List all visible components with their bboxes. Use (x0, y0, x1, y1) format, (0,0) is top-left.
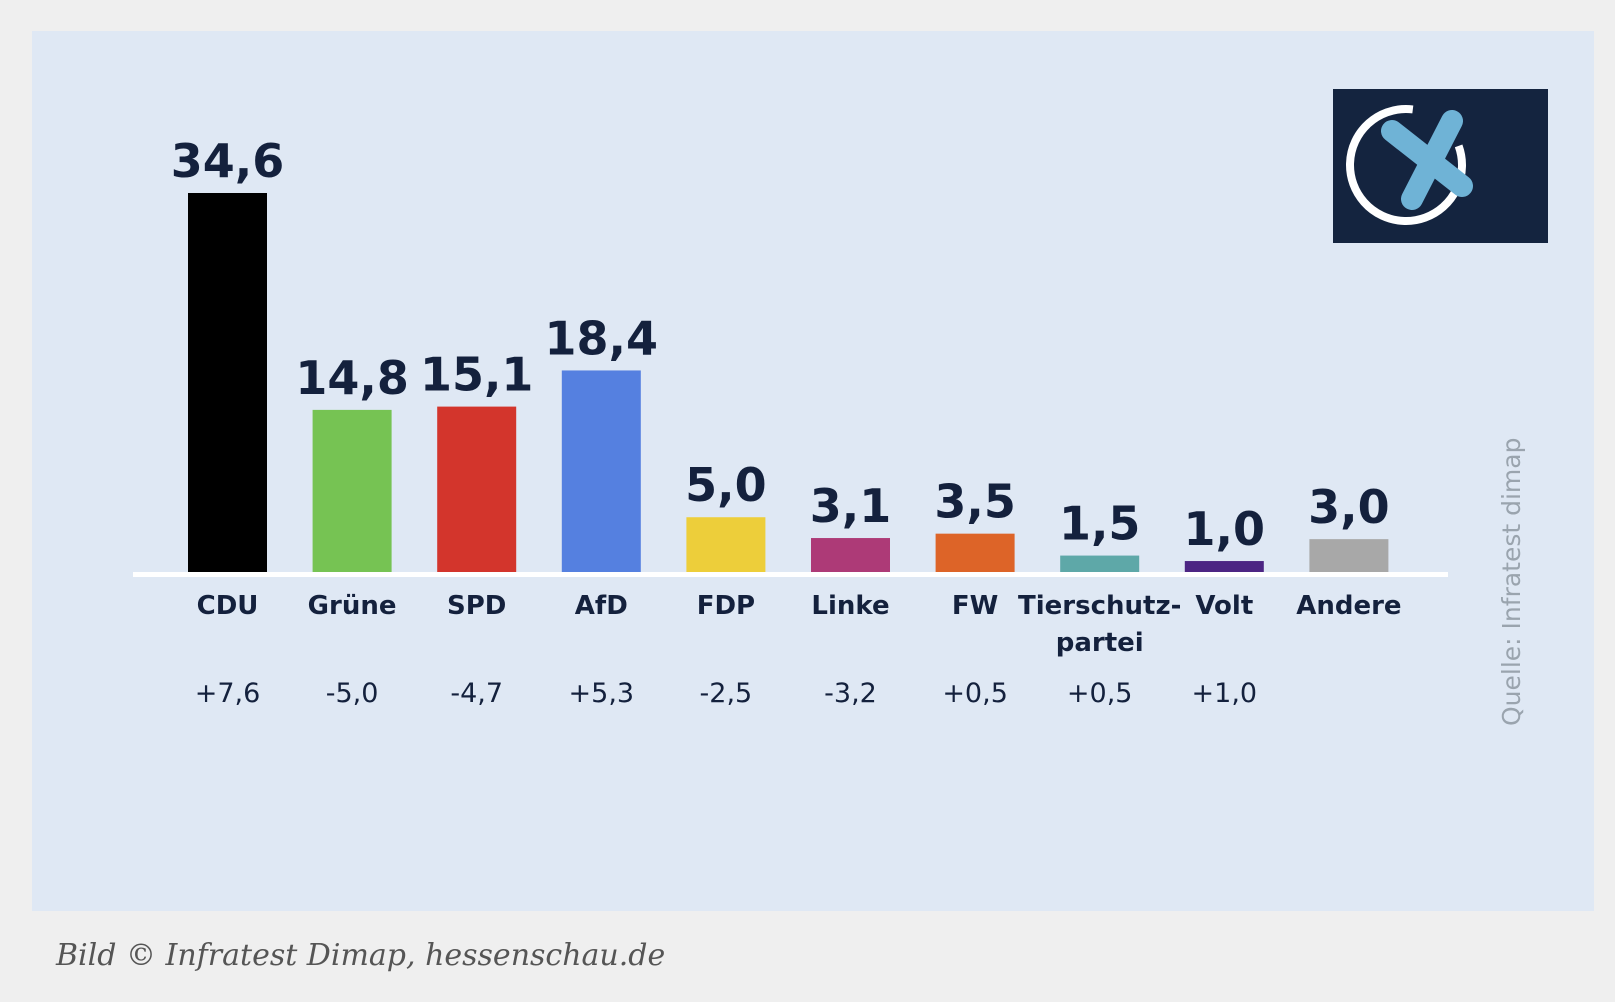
bar-1 (312, 409, 392, 572)
category-label: Tierschutz- (1018, 591, 1181, 621)
bar-2 (437, 406, 517, 572)
bar-3 (561, 370, 641, 572)
category-label: FDP (697, 591, 755, 621)
category-label: Linke (811, 591, 889, 621)
ballot-cross-icon (1346, 105, 1473, 225)
bar-8 (1184, 561, 1264, 572)
bar-9 (1309, 539, 1389, 572)
change-label: -5,0 (326, 678, 379, 709)
bar-value-label: 5,0 (685, 458, 767, 512)
category-label: partei (1056, 628, 1144, 658)
change-label: -4,7 (450, 678, 503, 709)
change-label: -3,2 (824, 678, 877, 709)
source-label: Quelle: Infratest dimap (1497, 438, 1526, 726)
bar-value-label: 18,4 (545, 311, 659, 365)
change-label: +0,5 (942, 678, 1008, 709)
bar-value-label: 15,1 (420, 348, 534, 402)
bars-group (188, 193, 1389, 572)
logo (1333, 89, 1548, 243)
bar-value-label: 3,0 (1308, 480, 1390, 534)
change-label: +1,0 (1192, 678, 1258, 709)
bar-7 (1060, 555, 1140, 572)
bar-5 (811, 538, 890, 572)
bar-value-label: 3,5 (934, 475, 1016, 529)
bar-value-label: 1,5 (1059, 497, 1141, 551)
category-label: CDU (197, 591, 259, 621)
bar-6 (935, 533, 1015, 572)
category-label: FW (952, 591, 998, 621)
labels-group: 34,6 CDU +7,6 14,8 Grüne -5,0 15,1 SPD -4,7 18,4 A… (171, 134, 1402, 709)
bar-value-label: 34,6 (171, 134, 285, 188)
change-label: -2,5 (700, 678, 753, 709)
category-label: Volt (1195, 591, 1253, 621)
bar-0 (188, 193, 267, 572)
bar-value-label: 14,8 (295, 351, 409, 405)
bar-value-label: 1,0 (1184, 502, 1266, 556)
bar-value-label: 3,1 (810, 479, 892, 533)
image-caption: Bild © Infratest Dimap, hessenschau.de (56, 938, 666, 973)
category-label: AfD (575, 591, 628, 621)
change-label: +7,6 (195, 678, 261, 709)
category-label: Grüne (308, 591, 397, 621)
category-label: SPD (447, 591, 506, 621)
bar-4 (686, 517, 766, 572)
chart-panel: 34,6 CDU +7,6 14,8 Grüne -5,0 15,1 SPD -4,7 18,4 A… (32, 31, 1594, 911)
baseline (133, 572, 1448, 577)
category-label: Andere (1296, 591, 1401, 621)
change-label: +0,5 (1067, 678, 1133, 709)
change-label: +5,3 (569, 678, 635, 709)
bar-chart: 34,6 CDU +7,6 14,8 Grüne -5,0 15,1 SPD -4,7 18,4 A… (133, 89, 1548, 726)
